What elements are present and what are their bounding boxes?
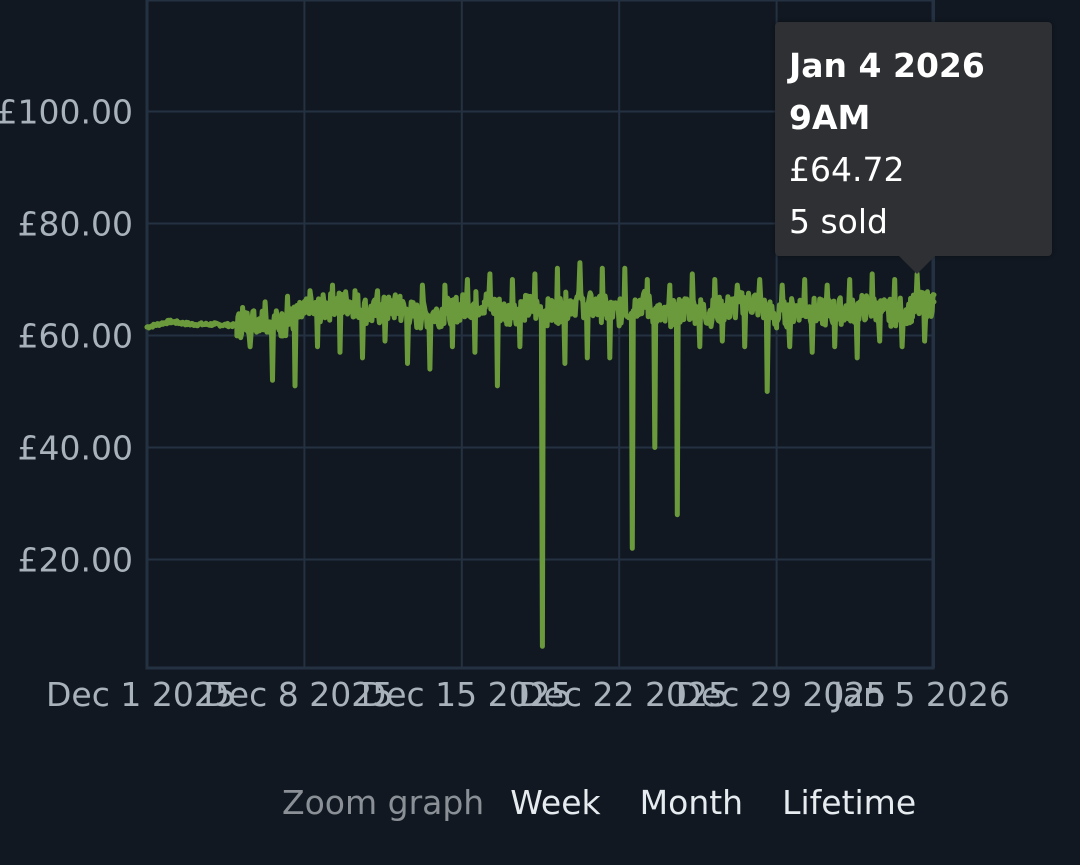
y-tick-label: £80.00	[18, 205, 133, 244]
price-line	[144, 260, 937, 649]
data-point	[166, 319, 172, 324]
tooltip-date: Jan 4 2026	[789, 46, 985, 85]
data-point	[189, 321, 195, 327]
data-point	[594, 305, 600, 310]
data-point	[504, 310, 510, 316]
data-point	[481, 299, 487, 305]
data-point	[526, 305, 532, 310]
data-point	[549, 310, 555, 316]
y-tick-label: £60.00	[18, 317, 133, 356]
price-tooltip: Jan 4 2026 9AM £64.72 5 sold	[775, 22, 1052, 274]
data-point	[729, 305, 735, 310]
zoom-month-link[interactable]: Month	[639, 782, 744, 822]
data-point	[706, 310, 712, 316]
data-point	[459, 305, 465, 310]
x-tick-label: Dec 8 2025	[203, 675, 393, 714]
data-point	[886, 310, 892, 316]
data-point	[211, 321, 217, 327]
zoom-lifetime-link[interactable]: Lifetime	[782, 782, 917, 822]
tooltip-time: 9AM	[789, 98, 871, 137]
y-axis: £100.00 £80.00 £60.00 £40.00 £20.00	[0, 93, 133, 580]
x-tick-label: Dec 1 2025	[46, 675, 236, 714]
price-series	[144, 260, 937, 649]
x-tick-label: Jan 5 2026	[831, 675, 1010, 714]
data-point	[639, 299, 645, 305]
x-tick-label: Dec 29 2025	[676, 675, 887, 714]
tooltip-price: £64.72	[789, 150, 905, 189]
data-point	[684, 305, 690, 310]
tooltip-sold: 5 sold	[789, 202, 888, 241]
zoom-week-link[interactable]: Week	[510, 782, 601, 822]
data-point	[346, 299, 352, 305]
data-point	[144, 324, 150, 330]
data-point	[774, 316, 780, 322]
data-point	[661, 316, 667, 322]
y-tick-label: £40.00	[18, 429, 133, 468]
y-tick-label: £100.00	[0, 93, 133, 132]
data-point	[414, 313, 420, 319]
zoom-controls: Zoom graph Week Month Lifetime	[282, 778, 955, 826]
data-point	[841, 307, 847, 313]
data-point	[256, 316, 262, 322]
data-point	[864, 305, 870, 310]
y-tick-label: £20.00	[18, 541, 133, 580]
data-point	[819, 310, 825, 316]
x-tick-label: Dec 15 2025	[361, 675, 572, 714]
data-point	[571, 299, 577, 305]
data-point	[391, 305, 397, 310]
data-point	[616, 310, 622, 316]
data-point	[279, 321, 285, 327]
data-point	[796, 305, 802, 310]
data-point	[931, 299, 937, 305]
data-point	[369, 310, 375, 316]
zoom-label: Zoom graph	[282, 782, 485, 822]
data-point	[436, 310, 442, 316]
data-point	[909, 306, 915, 312]
data-point	[301, 310, 307, 316]
x-tick-label: Dec 22 2025	[518, 675, 729, 714]
data-point	[324, 305, 330, 310]
data-point	[234, 322, 240, 328]
data-point	[751, 299, 757, 305]
